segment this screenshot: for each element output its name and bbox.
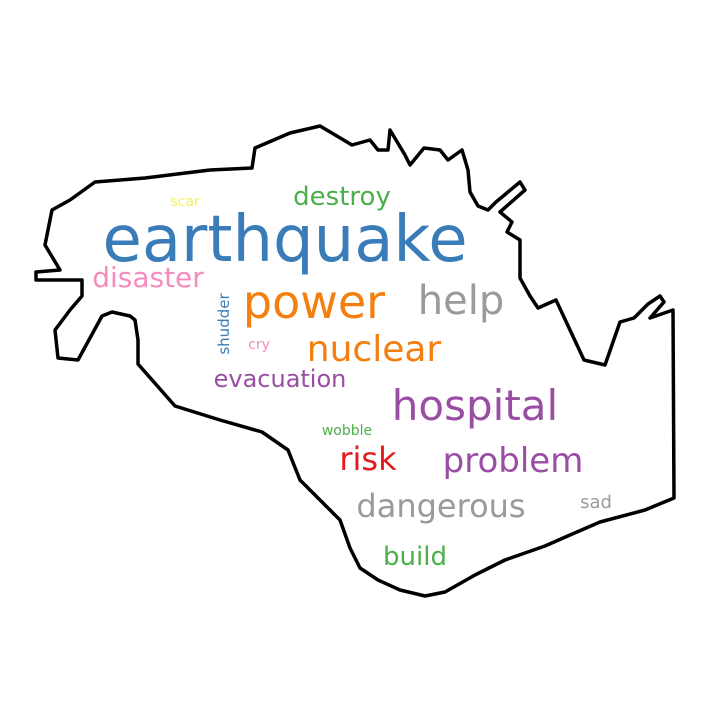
- word-help: help: [418, 278, 504, 324]
- word-sad: sad: [580, 492, 612, 513]
- word-dangerous: dangerous: [356, 487, 525, 525]
- word-destroy: destroy: [293, 182, 391, 212]
- word-problem: problem: [443, 441, 584, 481]
- word-wobble: wobble: [322, 423, 372, 439]
- word-build: build: [383, 542, 447, 572]
- word-nuclear: nuclear: [307, 329, 442, 370]
- word-hospital: hospital: [392, 381, 558, 430]
- word-power: power: [243, 275, 385, 329]
- word-cry: cry: [248, 337, 270, 353]
- word-evacuation: evacuation: [214, 365, 347, 393]
- word-risk: risk: [339, 440, 397, 478]
- word-scar: scar: [170, 194, 200, 210]
- word-earthquake: earthquake: [102, 203, 467, 277]
- map-outline: [34, 124, 676, 598]
- word-shudder: shudder: [215, 293, 233, 355]
- word-disaster: disaster: [92, 261, 204, 294]
